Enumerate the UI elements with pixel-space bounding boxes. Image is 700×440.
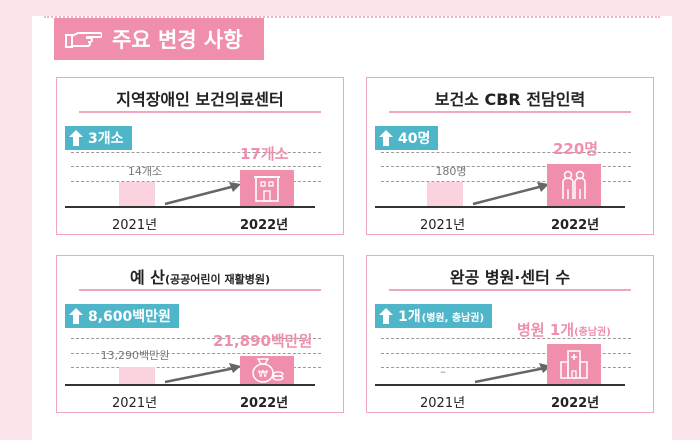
increase-badge: 8,600백만원 bbox=[65, 304, 179, 328]
title-underline bbox=[389, 111, 631, 113]
value-2022: 220명 bbox=[553, 140, 599, 158]
increase-badge: 40명 bbox=[375, 126, 439, 150]
bar-2022: ₩ bbox=[240, 356, 294, 384]
guide-line bbox=[71, 166, 321, 167]
badge-note: (병원, 충남권) bbox=[421, 312, 485, 324]
year-2021: 2021년 bbox=[420, 396, 466, 411]
year-2022: 2022년 bbox=[240, 218, 289, 233]
up-arrow-icon bbox=[379, 130, 393, 146]
bar-2021 bbox=[119, 182, 155, 206]
bar-2022 bbox=[547, 164, 601, 206]
card-title: 완공 병원·센터 수 bbox=[449, 268, 571, 287]
baseline bbox=[375, 206, 625, 208]
top-dotted-divider bbox=[44, 16, 660, 18]
card-title-main: 예 산 bbox=[130, 268, 166, 287]
baseline bbox=[65, 206, 315, 208]
people-icon bbox=[562, 170, 586, 199]
card-title-note: (공공어린이 재활병원) bbox=[165, 273, 270, 286]
badge-value: 40명 bbox=[398, 131, 431, 147]
building-icon bbox=[254, 176, 280, 202]
guide-line bbox=[381, 152, 631, 153]
title-underline bbox=[79, 111, 321, 113]
bar-2022 bbox=[240, 170, 294, 206]
badge-value: 8,600백만원 bbox=[88, 309, 171, 325]
trend-arrow bbox=[474, 363, 551, 384]
guide-line bbox=[71, 367, 321, 368]
title-underline bbox=[389, 289, 631, 291]
badge-value: 1개 bbox=[398, 309, 421, 325]
title-underline bbox=[79, 289, 321, 291]
bar-2021 bbox=[427, 182, 463, 206]
value-2021: – bbox=[440, 365, 446, 378]
bar-2022 bbox=[547, 344, 601, 384]
hospital-icon bbox=[560, 350, 588, 379]
bar-2021 bbox=[119, 367, 155, 384]
value-2022-note: (충남권) bbox=[574, 327, 611, 338]
value-2021: 13,290백만원 bbox=[100, 349, 170, 362]
guide-line bbox=[381, 353, 631, 354]
value-2021: 180명 bbox=[435, 165, 467, 178]
card-cbr-staff: 보건소 CBR 전담인력 40명 180명 220명 2021년 2022년 bbox=[366, 77, 654, 235]
year-2022: 2022년 bbox=[551, 218, 600, 233]
section-header: 주요 변경 사항 bbox=[54, 18, 264, 60]
guide-line bbox=[71, 181, 321, 182]
card-title: 보건소 CBR 전담인력 bbox=[434, 90, 586, 109]
card-regional-health-center: 지역장애인 보건의료센터 3개소 14개소 17개소 2021년 2022년 bbox=[56, 77, 344, 235]
money-bag-icon: ₩ bbox=[252, 358, 284, 383]
up-arrow-icon bbox=[379, 308, 393, 324]
year-2021: 2021년 bbox=[112, 396, 158, 411]
guide-line bbox=[381, 181, 631, 182]
year-2021: 2021년 bbox=[112, 218, 158, 233]
guide-line bbox=[381, 338, 631, 339]
baseline bbox=[65, 384, 315, 386]
increase-badge: 3개소 bbox=[65, 126, 132, 150]
value-2022-main: 병원 1개 bbox=[517, 321, 575, 339]
trend-arrow bbox=[164, 182, 241, 206]
pointing-hand-icon bbox=[65, 32, 102, 48]
trend-arrow bbox=[164, 363, 241, 384]
card-completed-hospitals: 완공 병원·센터 수 1개 (병원, 충남권) – 병원 1개(충남권) 2021… bbox=[366, 255, 654, 413]
guide-line bbox=[381, 367, 631, 368]
value-2021: 14개소 bbox=[127, 165, 163, 178]
guide-line bbox=[381, 166, 631, 167]
section-title: 주요 변경 사항 bbox=[112, 28, 243, 52]
up-arrow-icon bbox=[69, 130, 83, 146]
badge-value: 3개소 bbox=[88, 131, 124, 147]
value-2022: 17개소 bbox=[240, 145, 289, 163]
guide-line bbox=[71, 353, 321, 354]
up-arrow-icon bbox=[69, 308, 83, 324]
increase-badge: 1개 (병원, 충남권) bbox=[375, 304, 493, 328]
year-2022: 2022년 bbox=[240, 396, 289, 411]
svg-text:₩: ₩ bbox=[258, 369, 268, 380]
guide-line bbox=[71, 338, 321, 339]
value-2022: 21,890백만원 bbox=[213, 332, 313, 350]
card-title: 지역장애인 보건의료센터 bbox=[116, 90, 284, 109]
trend-arrow bbox=[472, 182, 549, 206]
card-title: 예 산(공공어린이 재활병원) bbox=[57, 264, 343, 288]
baseline bbox=[375, 384, 625, 386]
card-budget: 예 산(공공어린이 재활병원) 8,600백만원 13,290백만원 21,89… bbox=[56, 255, 344, 413]
guide-line bbox=[71, 152, 321, 153]
value-2022: 병원 1개(충남권) bbox=[517, 319, 611, 340]
year-2021: 2021년 bbox=[420, 218, 466, 233]
year-2022: 2022년 bbox=[551, 396, 600, 411]
